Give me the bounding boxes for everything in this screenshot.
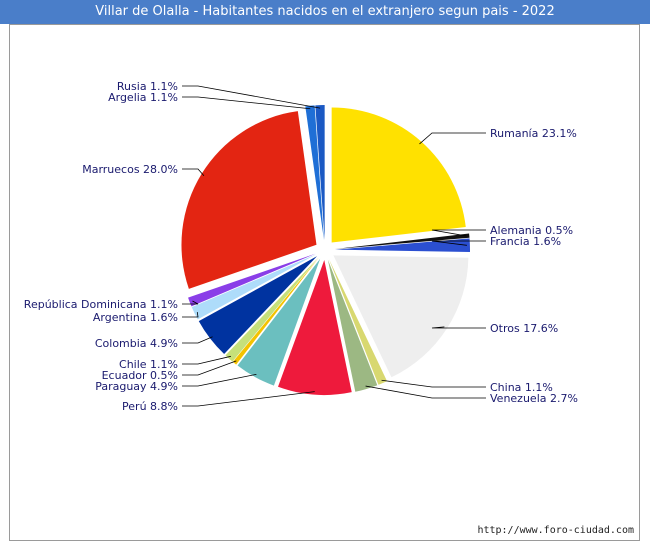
chart-title: Villar de Olalla - Habitantes nacidos en… (0, 0, 650, 24)
leader-line-ecuador (182, 360, 237, 376)
pie-slice-chile (225, 257, 319, 362)
slice-label-otros: Otros 17.6% (490, 322, 558, 335)
pie-slice-argelia (305, 105, 324, 241)
pie-slice-colombia (198, 256, 318, 355)
slice-label-marruecos: Marruecos 28.0% (82, 163, 178, 176)
slice-label-francia: Francia 1.6% (490, 235, 561, 248)
pie-slice-rusia (315, 105, 325, 241)
leader-line-peru (182, 391, 315, 407)
leader-line-rusia (182, 85, 321, 109)
pie-slice-ecuador (232, 257, 319, 365)
leader-line-chile (182, 355, 231, 365)
leader-line-alemania (431, 229, 486, 237)
leader-line-colombia (182, 336, 213, 344)
pie-slice-argentina (191, 254, 317, 320)
pie-slice-paraguay (237, 258, 321, 386)
slice-label-alemania: Alemania 0.5% (490, 224, 573, 237)
pie-slice-alemania (334, 233, 470, 250)
pie-slice-marruecos (181, 111, 317, 289)
leader-line-marruecos (182, 168, 205, 177)
leader-line-paraguay (182, 373, 257, 387)
slice-label-argentina: Argentina 1.6% (93, 311, 178, 324)
pie-slice-rumania (331, 107, 466, 243)
leader-line-argentina (182, 311, 199, 318)
leader-line-francia (431, 240, 486, 246)
leader-line-rumania (419, 132, 486, 145)
pie-slice-republica-dominicana (188, 253, 316, 307)
slice-label-chile: Chile 1.1% (119, 358, 178, 371)
slice-label-peru: Perú 8.8% (122, 400, 178, 413)
pie-slice-venezuela (327, 259, 378, 392)
slice-label-paraguay: Paraguay 4.9% (95, 380, 178, 393)
slice-label-colombia: Colombia 4.9% (95, 337, 178, 350)
pie-slice-china (328, 259, 388, 385)
pie-slice-otros (333, 255, 469, 378)
slice-label-venezuela: Venezuela 2.7% (490, 392, 578, 405)
source-url[interactable]: http://www.foro-ciudad.com (477, 525, 634, 536)
slice-label-rusia: Rusia 1.1% (117, 80, 178, 93)
slice-label-china: China 1.1% (490, 381, 553, 394)
pie-slice-peru (278, 259, 352, 395)
slice-label-ecuador: Ecuador 0.5% (102, 369, 178, 382)
slice-label-rumania: Rumanía 23.1% (490, 127, 577, 140)
leader-line-venezuela (365, 385, 486, 399)
leader-line-republica-dominicana (182, 300, 199, 305)
slice-label-argelia: Argelia 1.1% (108, 91, 178, 104)
leader-line-argelia (182, 96, 311, 110)
slice-label-republica-dominicana: República Dominicana 1.1% (24, 298, 178, 311)
leader-line-china (381, 379, 486, 388)
pie-slice-francia (334, 238, 470, 253)
leader-line-otros (431, 326, 486, 329)
